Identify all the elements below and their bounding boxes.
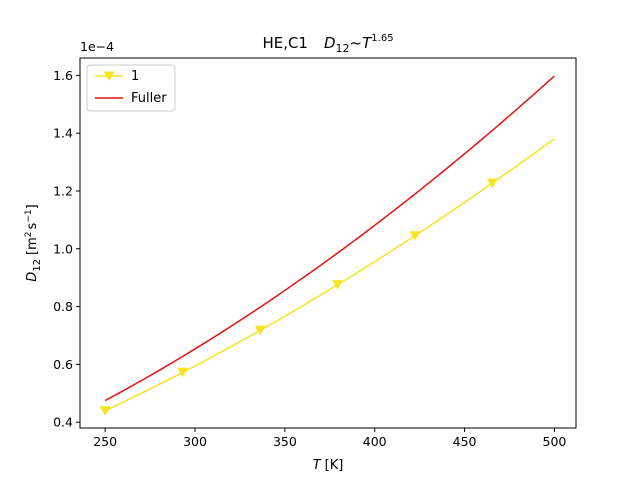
x-tick-label: 350 bbox=[273, 434, 297, 449]
x-tick-label: 450 bbox=[453, 434, 477, 449]
x-axis-var: T bbox=[313, 458, 322, 473]
title-d: D bbox=[324, 34, 336, 52]
series-1-marker bbox=[177, 367, 188, 378]
series-1-marker bbox=[409, 231, 421, 241]
y-axis-label: D12 [m2 s−1] bbox=[24, 204, 43, 281]
series-layer bbox=[99, 75, 555, 416]
x-axis-unit: [K] bbox=[325, 458, 344, 473]
x-axis-label: T [K] bbox=[313, 458, 344, 473]
y-tick-label: 1.4 bbox=[53, 126, 73, 141]
series-1-marker bbox=[99, 406, 111, 416]
series-line-fuller bbox=[104, 75, 555, 402]
y-tick-label: 0.6 bbox=[53, 357, 73, 372]
y-axis: 0.4 0.6 0.8 1.0 1.2 1.4 1.6 bbox=[53, 68, 80, 430]
plot-frame bbox=[79, 57, 577, 429]
title-t: T bbox=[362, 34, 373, 52]
y-axis-sup2: 2 bbox=[24, 231, 34, 237]
y-axis-sup-minus1: −1 bbox=[24, 209, 34, 222]
title-left: HE,C1 bbox=[262, 34, 308, 52]
y-tick-label: 1.6 bbox=[53, 68, 73, 83]
y-axis-unit-open: [m bbox=[25, 237, 40, 255]
series-line-series-1 bbox=[104, 138, 555, 412]
series-1-marker bbox=[254, 325, 266, 336]
y-tick-label: 1.2 bbox=[53, 183, 73, 198]
title-d-sub: 12 bbox=[336, 42, 350, 55]
legend: 1 Fuller bbox=[86, 64, 176, 112]
y-tick-label: 0.8 bbox=[53, 299, 73, 314]
series-1-marker bbox=[487, 178, 498, 189]
x-tick-label: 400 bbox=[363, 434, 387, 449]
title-tilde: ~ bbox=[350, 34, 363, 52]
x-tick-label: 250 bbox=[93, 434, 117, 449]
y-axis-sub: 12 bbox=[32, 259, 43, 272]
y-tick-label: 1.0 bbox=[53, 241, 73, 256]
x-axis: 250 300 350 400 450 500 bbox=[93, 428, 566, 449]
y-axis-unit-close: ] bbox=[25, 204, 40, 209]
y-tick-label: 0.4 bbox=[53, 415, 73, 430]
x-tick-label: 500 bbox=[543, 434, 567, 449]
y-axis-var: D bbox=[25, 272, 40, 282]
chart-title: HE,C1 D12~T1.65 bbox=[262, 33, 393, 55]
y-axis-unit-mid: s bbox=[25, 222, 40, 229]
legend-label-fuller: Fuller bbox=[131, 91, 167, 106]
title-exponent: 1.65 bbox=[371, 33, 393, 44]
y-offset-text: 1e−4 bbox=[80, 39, 114, 54]
legend-label-series-1: 1 bbox=[131, 69, 139, 84]
legend-marker-series-1 bbox=[103, 71, 115, 82]
x-tick-label: 300 bbox=[183, 434, 207, 449]
series-1-marker bbox=[332, 280, 343, 290]
